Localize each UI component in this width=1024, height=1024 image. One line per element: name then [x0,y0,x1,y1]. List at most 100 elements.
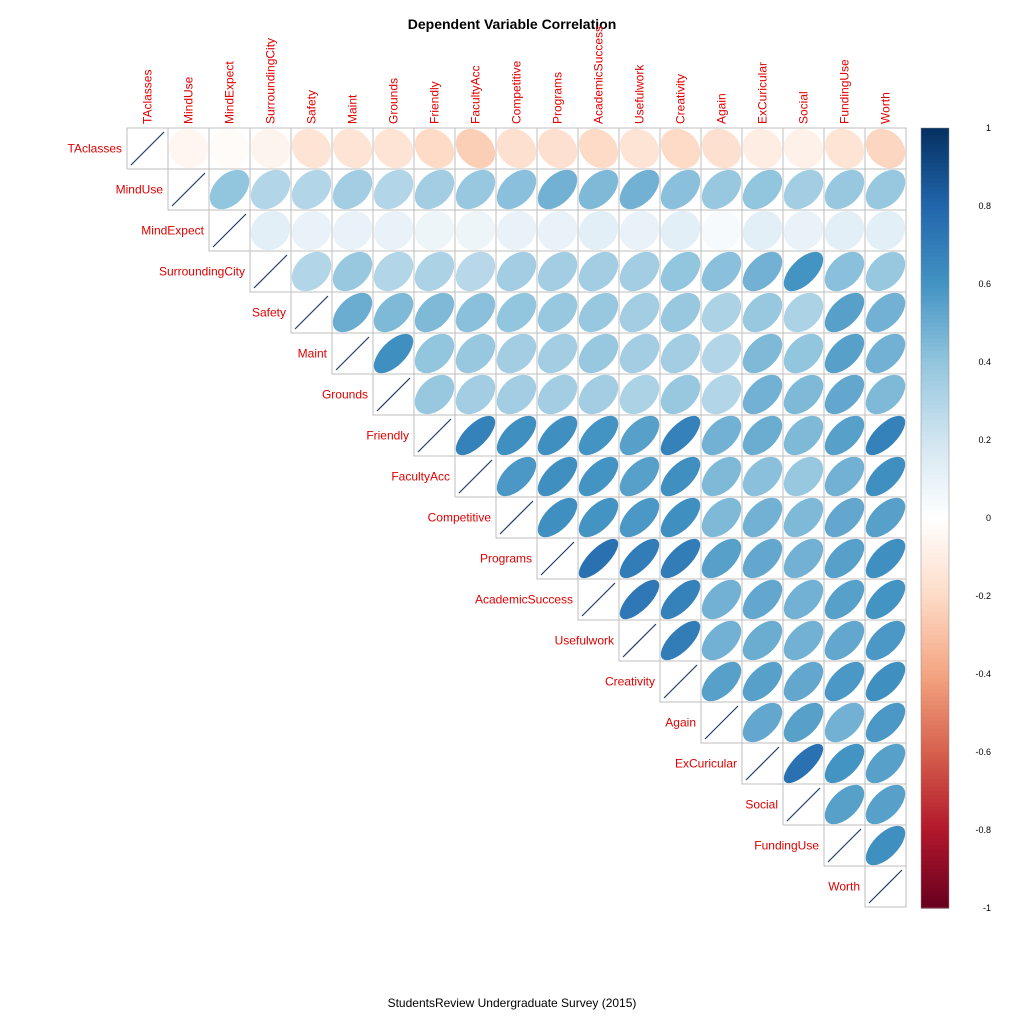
cell-Again-Worth [864,701,907,744]
corr-ellipse [824,210,865,251]
diagonal-mark [335,336,370,371]
cell-Friendly-Worth [864,414,907,457]
row-label: ExCuricular [675,757,737,771]
column-labels: TAclasses MindUse MindExpect SurroundingCit… [141,26,893,124]
col-label: FacultyAcc [469,65,483,124]
cell-TAclasses-Maint [331,127,374,170]
corr-ellipse [701,374,742,415]
corr-ellipse [619,456,660,497]
corr-ellipse [783,620,824,661]
colorbar-tick: 0.6 [978,279,991,289]
corr-ellipse [824,251,865,292]
corr-ellipse [332,251,373,292]
cell-Friendly-Creativity [659,414,702,457]
cell-AcademicSuccess-Again [700,578,743,621]
corr-ellipse [824,415,865,456]
cell-Grounds-Competitive [495,373,538,416]
corr-ellipse [865,784,906,825]
cell-Usefulwork-Worth [864,619,907,662]
cell-Programs-AcademicSuccess [577,537,620,580]
cell-Safety-Again [700,291,743,334]
cell-ExCuricular-ExCuricular [741,742,784,785]
cell-Maint-FundingUse [823,332,866,375]
cell-TAclasses-AcademicSuccess [577,127,620,170]
cell-SurroundingCity-Worth [864,250,907,293]
corr-ellipse [373,292,414,333]
corr-ellipse [291,169,332,210]
corr-ellipse [660,128,701,169]
corr-ellipse [537,415,578,456]
corr-ellipse [496,210,537,251]
corr-ellipse [742,456,783,497]
corr-ellipse [373,169,414,210]
cell-MindUse-Programs [536,168,579,211]
cell-TAclasses-MindExpect [208,127,251,170]
corr-ellipse [701,579,742,620]
corr-ellipse [701,661,742,702]
cell-MindExpect-Social [782,209,825,252]
corr-ellipse [455,333,496,374]
cell-Grounds-Programs [536,373,579,416]
cell-Competitive-FundingUse [823,496,866,539]
cell-MindUse-FacultyAcc [454,168,497,211]
cell-MindExpect-FacultyAcc [454,209,497,252]
corr-ellipse [537,292,578,333]
cell-ExCuricular-FundingUse [823,742,866,785]
corr-ellipse [660,374,701,415]
cell-SurroundingCity-ExCuricular [741,250,784,293]
corr-ellipse [660,210,701,251]
cell-Grounds-Creativity [659,373,702,416]
chart-title: Dependent Variable Correlation [408,16,617,32]
cell-Friendly-Programs [536,414,579,457]
corr-ellipse [701,128,742,169]
corr-ellipse [742,169,783,210]
corr-ellipse [824,538,865,579]
cell-Creativity-Again [700,660,743,703]
corr-ellipse [783,128,824,169]
cell-Programs-Creativity [659,537,702,580]
corr-ellipse [824,292,865,333]
col-label: Again [715,93,729,124]
diagonal-mark [622,623,657,658]
corr-ellipse [619,333,660,374]
diagonal-mark [376,377,411,412]
cell-Creativity-Worth [864,660,907,703]
corr-ellipse [619,292,660,333]
cell-Usefulwork-FundingUse [823,619,866,662]
corr-ellipse [783,456,824,497]
diagonal-mark [417,418,452,453]
diagonal-mark [827,828,862,863]
cell-TAclasses-TAclasses [126,127,169,170]
corr-ellipse [701,169,742,210]
cell-MindUse-Usefulwork [618,168,661,211]
corr-ellipse [619,374,660,415]
cell-Programs-Social [782,537,825,580]
cell-MindUse-ExCuricular [741,168,784,211]
cell-MindUse-SurroundingCity [249,168,292,211]
cell-SurroundingCity-Usefulwork [618,250,661,293]
corr-ellipse [414,333,455,374]
cell-Creativity-Creativity [659,660,702,703]
corr-ellipse [578,210,619,251]
cell-MindUse-Safety [290,168,333,211]
diagonal-mark [786,787,821,822]
cell-Grounds-Usefulwork [618,373,661,416]
cell-Programs-ExCuricular [741,537,784,580]
cell-MindExpect-Safety [290,209,333,252]
corr-ellipse [455,169,496,210]
corr-ellipse [496,374,537,415]
col-label: FundingUse [838,59,852,124]
corr-ellipse [414,374,455,415]
corr-ellipse [168,128,209,169]
cell-Usefulwork-ExCuricular [741,619,784,662]
color-legend: 1 0.8 0.6 0.4 0.2 0 -0.2 -0.4 -0.6 -0.8 -1 [920,123,991,913]
cell-MindExpect-MindExpect [208,209,251,252]
row-label: MindExpect [141,224,204,238]
colorbar-tick: 0.8 [978,201,991,211]
corr-ellipse [537,497,578,538]
corr-ellipse [865,456,906,497]
cell-SurroundingCity-Creativity [659,250,702,293]
corr-ellipse [824,169,865,210]
cell-AcademicSuccess-Creativity [659,578,702,621]
cell-Programs-Worth [864,537,907,580]
